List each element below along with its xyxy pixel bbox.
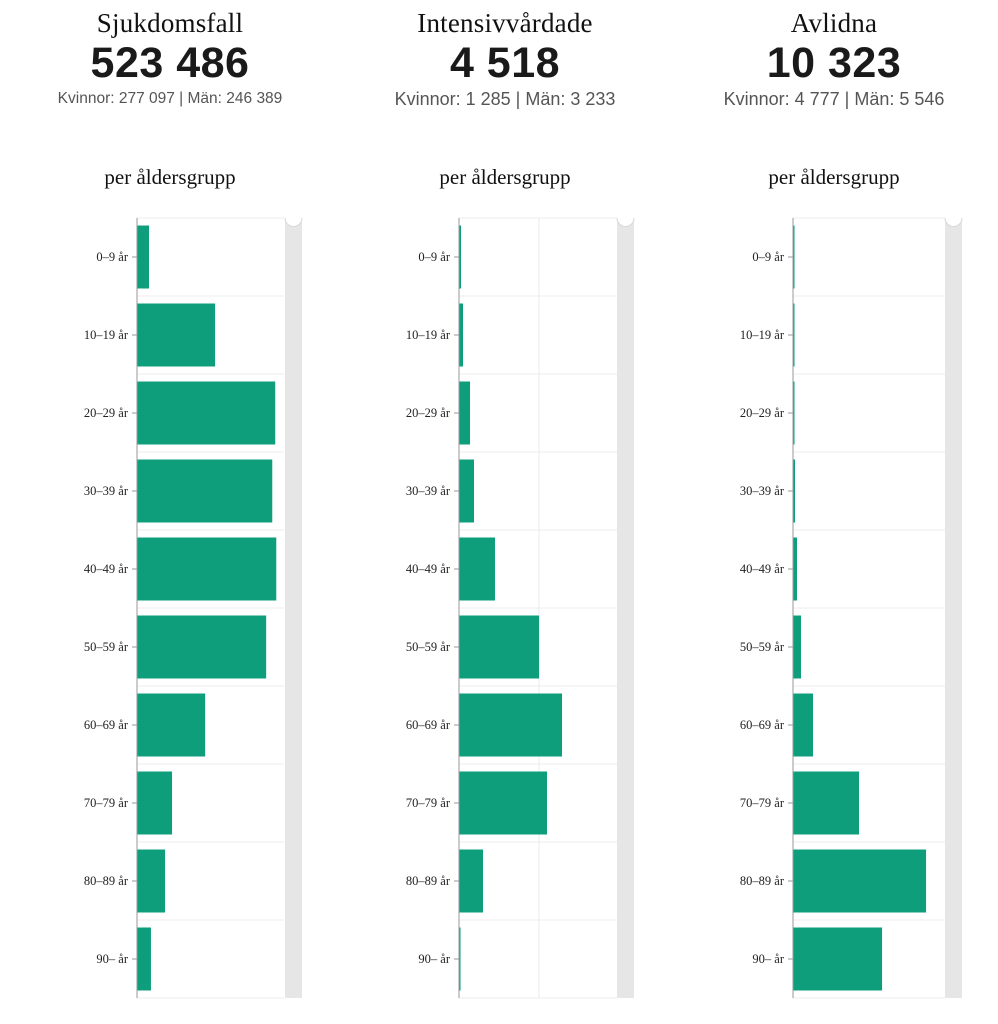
category-label: 70–79 år — [406, 796, 451, 810]
panel-intensivvardade: Intensivvårdade 4 518 Kvinnor: 1 285 | M… — [340, 0, 670, 1024]
panel-total: 10 323 — [766, 39, 902, 87]
category-label: 20–29 år — [406, 406, 451, 420]
category-label: 80–89 år — [740, 874, 785, 888]
bar — [459, 537, 496, 601]
category-label: 10–19 år — [84, 328, 129, 342]
category-label: 40–49 år — [84, 562, 129, 576]
category-label: 30–39 år — [406, 484, 451, 498]
age-bar-chart: 0–9 år 10–19 år 20–29 år 30–39 år 40–49 år 50… — [740, 217, 963, 999]
panel-title: Intensivvårdade — [417, 8, 593, 38]
scrollbar-track — [617, 218, 634, 998]
bar — [793, 615, 802, 679]
category-label: 30–39 år — [740, 484, 785, 498]
bar — [137, 537, 277, 601]
chart-subtitle: per åldersgrupp — [104, 165, 236, 189]
category-label: 0–9 år — [418, 250, 450, 264]
category-label: 80–89 år — [406, 874, 451, 888]
panel-gender-split: Kvinnor: 277 097 | Män: 246 389 — [57, 90, 283, 107]
bar — [459, 615, 540, 679]
age-bar-chart: 0–9 år 10–19 år 20–29 år 30–39 år 40–49 år 50… — [84, 217, 303, 999]
category-label: 20–29 år — [84, 406, 129, 420]
bar — [459, 693, 563, 757]
bar — [137, 459, 273, 523]
panel-gender-split: Kvinnor: 4 777 | Män: 5 546 — [723, 89, 945, 109]
bar — [137, 771, 173, 835]
chart-subtitle: per åldersgrupp — [439, 165, 571, 189]
scrollbar-track — [285, 218, 302, 998]
category-label: 90– år — [752, 952, 784, 966]
bar — [137, 849, 166, 913]
scrollbar-thumb — [616, 217, 635, 227]
category-label: 10–19 år — [740, 328, 785, 342]
panel-total: 4 518 — [449, 39, 561, 87]
category-label: 80–89 år — [84, 874, 129, 888]
panel-header: Avlidna 10 323 Kvinnor: 4 777 | Män: 5 5… — [670, 0, 998, 110]
bar — [459, 927, 461, 991]
panel-header: Intensivvårdade 4 518 Kvinnor: 1 285 | M… — [340, 0, 670, 110]
scrollbar-thumb — [944, 217, 963, 227]
age-bar-chart: 0–9 år 10–19 år 20–29 år 30–39 år 40–49 år 50… — [406, 217, 635, 999]
bar — [459, 459, 474, 523]
bar — [137, 693, 206, 757]
category-label: 90– år — [418, 952, 450, 966]
bar — [793, 927, 883, 991]
category-label: 10–19 år — [406, 328, 451, 342]
bar — [793, 771, 860, 835]
panel-header: Sjukdomsfall 523 486 Kvinnor: 277 097 | … — [0, 0, 340, 110]
bar — [459, 381, 471, 445]
category-label: 60–69 år — [406, 718, 451, 732]
scrollbar-thumb — [284, 217, 303, 227]
bar — [137, 615, 267, 679]
bar — [793, 849, 927, 913]
bar — [459, 225, 462, 289]
category-label: 20–29 år — [740, 406, 785, 420]
bar — [793, 537, 797, 601]
category-label: 0–9 år — [752, 250, 784, 264]
bar — [793, 303, 795, 367]
category-label: 60–69 år — [740, 718, 785, 732]
category-label: 70–79 år — [84, 796, 129, 810]
bar — [137, 225, 150, 289]
category-label: 90– år — [96, 952, 128, 966]
chart-subtitle: per åldersgrupp — [768, 165, 900, 189]
bar — [137, 303, 216, 367]
bar — [793, 459, 796, 523]
scrollbar-track — [945, 218, 962, 998]
bar — [793, 381, 795, 445]
bar — [459, 771, 548, 835]
category-label: 40–49 år — [406, 562, 451, 576]
panel-gender-split: Kvinnor: 1 285 | Män: 3 233 — [394, 89, 616, 109]
bar — [459, 849, 484, 913]
category-label: 70–79 år — [740, 796, 785, 810]
panel-total: 523 486 — [90, 39, 250, 87]
panel-title: Sjukdomsfall — [96, 8, 244, 38]
panel-avlidna: Avlidna 10 323 Kvinnor: 4 777 | Män: 5 5… — [670, 0, 998, 1024]
panel-sjukdomsfall: Sjukdomsfall 523 486 Kvinnor: 277 097 | … — [0, 0, 340, 1024]
bar — [793, 225, 795, 289]
panel-title: Avlidna — [790, 8, 878, 38]
category-label: 30–39 år — [84, 484, 129, 498]
bar — [137, 927, 151, 991]
bar — [793, 693, 814, 757]
category-label: 40–49 år — [740, 562, 785, 576]
bar — [137, 381, 276, 445]
category-label: 0–9 år — [96, 250, 128, 264]
category-label: 60–69 år — [84, 718, 129, 732]
category-label: 50–59 år — [740, 640, 785, 654]
category-label: 50–59 år — [406, 640, 451, 654]
bar — [459, 303, 464, 367]
category-label: 50–59 år — [84, 640, 129, 654]
